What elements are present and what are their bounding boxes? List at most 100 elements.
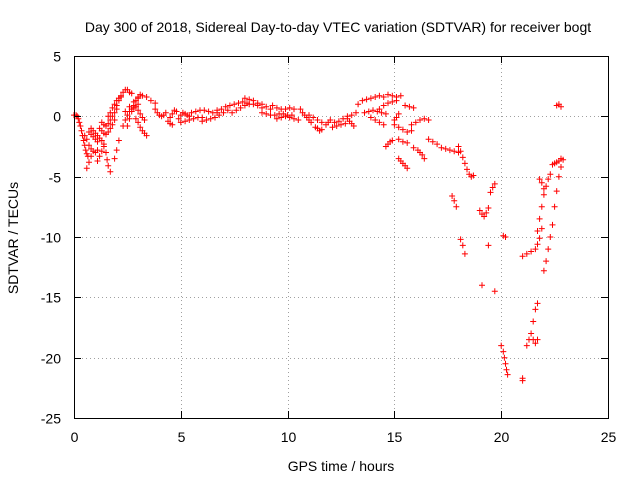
data-point-marker [540,185,547,192]
data-point-marker [192,108,199,115]
data-point-marker [271,112,278,119]
data-point-marker [502,360,509,367]
data-point-marker [385,100,391,107]
data-point-marker [479,282,485,289]
x-tick-label: 25 [601,429,617,445]
data-point-marker [365,108,372,115]
data-point-marker [501,354,508,361]
data-point-marker [393,114,400,121]
data-point-marker [231,101,238,108]
data-point-marker [438,144,445,151]
data-point-marker [327,117,334,123]
data-point-marker [338,121,344,128]
data-point-marker [310,114,317,121]
data-point-marker [103,149,109,156]
data-point-marker [545,246,552,253]
data-point-marker [273,104,280,111]
data-point-marker [421,155,428,162]
data-point-marker [530,318,537,325]
data-point-marker [385,91,391,98]
data-point-marker [235,100,242,107]
data-point-marker [532,306,539,313]
data-point-marker [286,114,293,121]
data-point-marker [538,203,545,210]
data-point-marker [152,106,159,113]
data-point-marker [259,101,265,108]
data-point-marker [355,101,362,108]
data-point-marker [353,109,359,116]
data-point-marker [173,108,180,115]
data-point-marker [487,189,494,196]
data-point-marker [419,151,426,158]
x-tick-label: 15 [387,429,403,445]
data-point-marker [503,366,510,373]
data-point-marker [446,147,453,154]
data-point-marker [135,107,142,114]
data-point-marker [207,115,214,122]
data-point-marker [82,147,89,154]
data-point-marker [169,121,176,128]
data-point-marker [549,221,556,228]
data-point-marker [361,109,368,116]
data-point-marker [461,250,468,257]
data-point-marker [88,153,95,160]
data-point-marker [105,113,112,120]
data-point-marker [83,165,90,172]
data-point-marker [214,107,221,114]
data-point-marker [263,110,270,117]
data-point-marker [485,242,492,249]
data-point-marker [491,288,498,295]
data-point-marker [376,119,383,126]
data-point-marker [115,137,122,144]
data-point-marker [135,119,142,126]
data-point-marker [218,106,225,113]
x-tick-label: 10 [281,429,297,445]
data-point-marker [397,92,404,99]
data-point-marker [483,209,490,216]
data-point-marker [498,342,505,349]
data-point-marker [94,147,101,154]
data-point-marker [282,106,289,113]
data-point-marker [389,137,396,144]
data-point-marker [83,136,90,143]
data-point-marker [169,110,176,117]
data-point-marker [389,92,396,99]
data-point-marker [376,92,383,99]
data-point-marker [220,109,227,116]
y-tick-label: -10 [41,230,61,246]
data-point-marker [137,124,144,131]
data-point-marker [410,144,417,151]
data-point-marker [212,114,218,121]
data-point-marker [107,117,114,123]
data-points [71,86,567,384]
data-point-marker [190,115,197,122]
data-point-marker [107,168,114,175]
data-point-marker [545,176,552,183]
data-point-marker [147,97,154,104]
data-point-marker [350,123,357,129]
data-point-marker [380,94,387,100]
data-point-marker [532,340,539,347]
data-point-marker [250,97,257,104]
data-point-marker [278,114,285,121]
data-point-marker [402,102,409,109]
data-point-marker [558,103,564,110]
data-point-marker [177,119,184,126]
data-point-marker [96,153,103,160]
data-point-marker [241,95,248,102]
data-point-marker [130,102,137,109]
data-point-marker [342,120,349,127]
x-tick-label: 20 [494,429,510,445]
data-point-marker [404,165,411,172]
data-point-marker [111,155,118,162]
y-tick-label: 0 [53,109,61,125]
data-point-marker [543,258,550,265]
data-point-marker [536,176,543,183]
data-point-marker [152,100,159,107]
data-point-marker [425,136,432,143]
data-point-marker [451,148,458,155]
data-point-marker [534,300,541,307]
data-point-marker [113,147,120,154]
data-point-marker [259,109,265,116]
data-point-marker [504,371,511,378]
